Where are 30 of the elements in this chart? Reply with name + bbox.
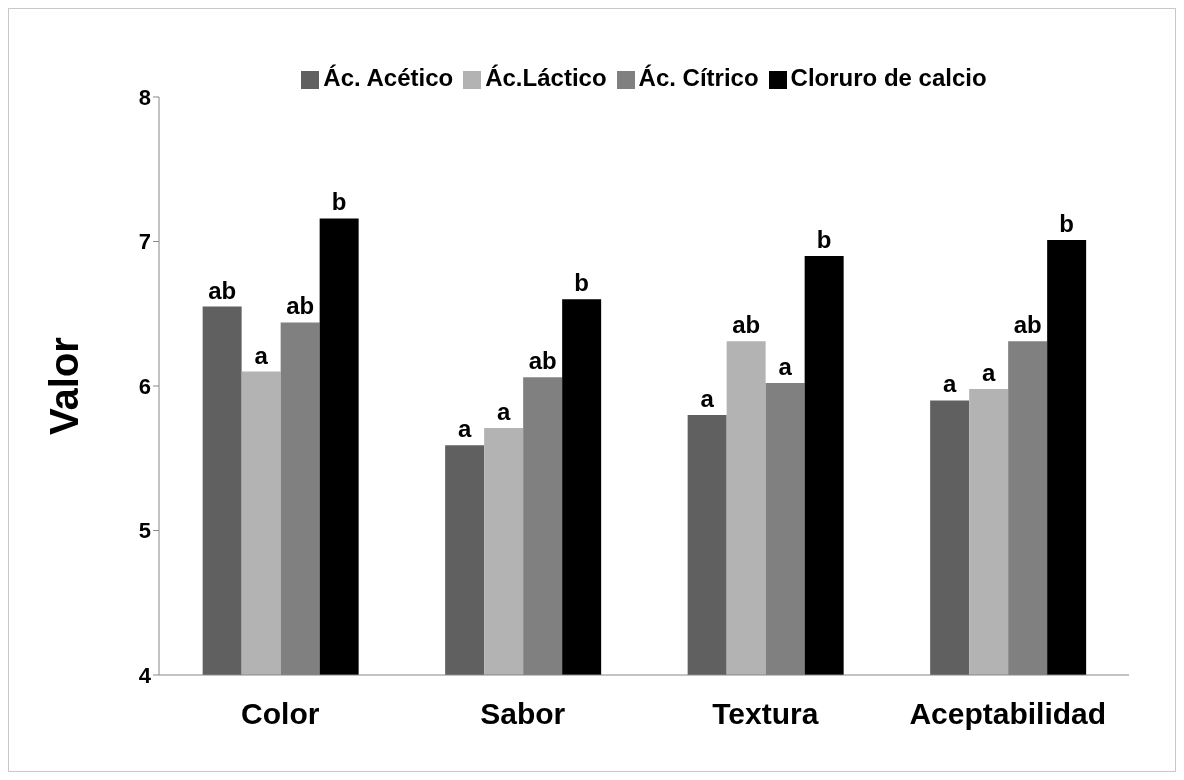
data-label: ab xyxy=(286,292,315,320)
x-tick-label: Color xyxy=(241,697,320,731)
legend-label: Ác. Acético xyxy=(323,64,454,91)
x-tick-label: Sabor xyxy=(480,697,566,731)
data-label: a xyxy=(981,358,996,386)
y-axis-title: Valor xyxy=(42,337,87,435)
data-label: ab xyxy=(1013,311,1042,339)
data-label: a xyxy=(942,370,957,398)
y-tick-label: 5 xyxy=(138,518,151,544)
y-tick-label: 7 xyxy=(138,229,151,255)
data-label: ab xyxy=(208,276,237,304)
x-tick-label: Aceptabilidad xyxy=(909,697,1107,731)
data-label: a xyxy=(457,415,472,443)
y-tick-label: 8 xyxy=(138,84,151,110)
data-label: a xyxy=(254,341,269,369)
data-label: ab xyxy=(732,311,761,339)
y-tick-label: 4 xyxy=(138,662,152,688)
x-tick-label: Textura xyxy=(712,697,819,731)
data-label: b xyxy=(331,188,347,216)
legend-label: Ác.Láctico xyxy=(485,64,607,91)
data-label: a xyxy=(700,384,715,412)
legend-label: Cloruro de calcio xyxy=(790,64,987,91)
data-label: ab xyxy=(528,347,557,375)
data-label: b xyxy=(574,269,589,297)
data-label: a xyxy=(778,353,793,381)
data-label: b xyxy=(816,225,832,253)
legend-label: Ác. Cítrico xyxy=(638,64,759,91)
data-label: a xyxy=(496,397,511,425)
data-label: b xyxy=(1059,210,1074,238)
y-tick-label: 6 xyxy=(138,373,151,399)
